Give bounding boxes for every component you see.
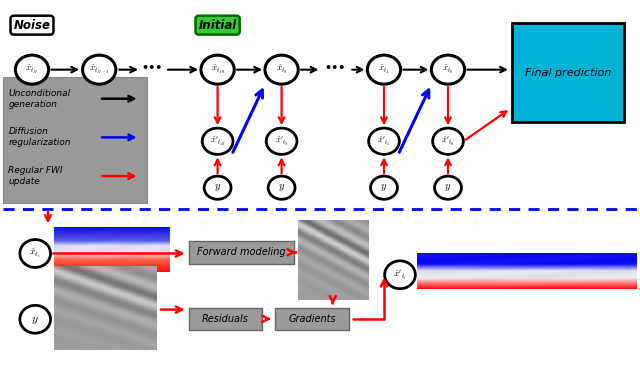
Ellipse shape [268, 176, 295, 199]
Ellipse shape [433, 128, 463, 154]
Text: $\hat{x}'_{t_i}$: $\hat{x}'_{t_i}$ [393, 268, 407, 282]
Text: Final prediction: Final prediction [525, 68, 611, 77]
Text: •••: ••• [324, 63, 346, 74]
Ellipse shape [367, 55, 401, 84]
Ellipse shape [20, 305, 51, 333]
Text: Gradients: Gradients [288, 314, 336, 324]
FancyBboxPatch shape [3, 77, 147, 203]
Text: $y$: $y$ [31, 313, 39, 326]
Text: Diffusion
regularization: Diffusion regularization [8, 127, 71, 147]
Text: $\hat{x}_{t_{N-1}}$: $\hat{x}_{t_{N-1}}$ [89, 63, 109, 76]
Ellipse shape [20, 240, 51, 267]
Ellipse shape [15, 55, 49, 84]
Text: $\hat{x}_{t_N}$: $\hat{x}_{t_N}$ [25, 63, 39, 76]
Text: $\hat{x}_{t_9}$: $\hat{x}_{t_9}$ [276, 63, 287, 76]
Text: $\hat{x}_{t_i}$: $\hat{x}_{t_i}$ [29, 247, 41, 260]
Text: •••: ••• [141, 63, 163, 74]
Text: $\hat{x}'_{t_{10}}$: $\hat{x}'_{t_{10}}$ [210, 135, 225, 148]
Ellipse shape [202, 128, 233, 154]
Text: Initial: Initial [198, 19, 237, 32]
Ellipse shape [204, 176, 231, 199]
Ellipse shape [265, 55, 298, 84]
Ellipse shape [83, 55, 116, 84]
Text: $\hat{x}'_{t_0}$: $\hat{x}'_{t_0}$ [441, 135, 455, 148]
Text: $\hat{x}_{t_0}$: $\hat{x}_{t_0}$ [442, 63, 454, 76]
Text: Unconditional
generation: Unconditional generation [8, 89, 70, 109]
Text: $\hat{x}_{t_{10}}$: $\hat{x}_{t_{10}}$ [211, 63, 225, 76]
Text: Residuals: Residuals [202, 314, 249, 324]
Text: $\hat{x}'_{t_9}$: $\hat{x}'_{t_9}$ [275, 135, 289, 148]
FancyBboxPatch shape [275, 308, 349, 330]
Text: Noise: Noise [13, 19, 51, 32]
Ellipse shape [371, 176, 397, 199]
Text: $y$: $y$ [444, 182, 452, 193]
Ellipse shape [435, 176, 461, 199]
Text: $\hat{x}_{t_1}$: $\hat{x}_{t_1}$ [378, 63, 390, 76]
Ellipse shape [266, 128, 297, 154]
Text: Regular FWI
update: Regular FWI update [8, 166, 63, 186]
FancyBboxPatch shape [189, 308, 262, 330]
Ellipse shape [431, 55, 465, 84]
FancyBboxPatch shape [512, 23, 624, 122]
Text: $y$: $y$ [380, 182, 388, 193]
Text: $y$: $y$ [278, 182, 285, 193]
Text: $\hat{x}'_{t_1}$: $\hat{x}'_{t_1}$ [377, 135, 391, 148]
Text: $y$: $y$ [214, 182, 221, 193]
Text: Forward modeling: Forward modeling [197, 247, 286, 257]
Ellipse shape [369, 128, 399, 154]
FancyBboxPatch shape [189, 241, 294, 264]
Ellipse shape [385, 261, 415, 289]
Ellipse shape [201, 55, 234, 84]
